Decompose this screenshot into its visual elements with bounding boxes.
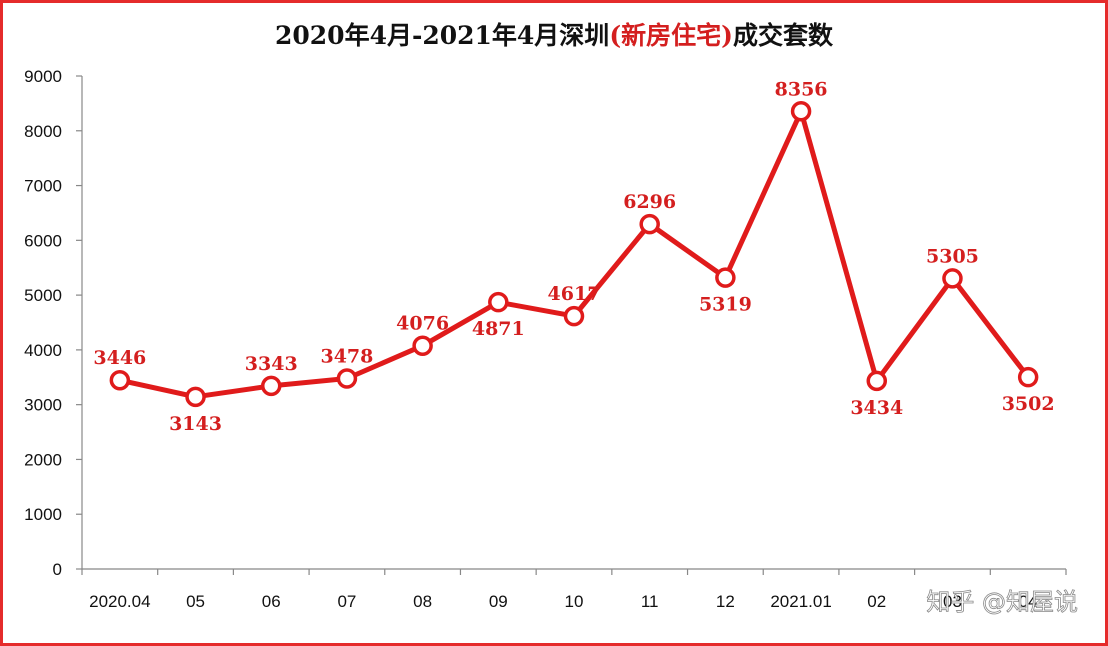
x-tick-label: 11 <box>641 592 659 611</box>
data-label: 3434 <box>850 397 903 419</box>
y-tick-label: 1000 <box>24 505 62 524</box>
chart-axes <box>76 75 1067 575</box>
chart-title-suffix: 成交套数 <box>732 21 833 50</box>
x-tick-label: 09 <box>489 592 508 611</box>
data-label: 3446 <box>93 347 146 369</box>
x-tick-label: 02 <box>867 592 886 611</box>
series-line-group <box>109 101 1039 408</box>
x-tick-label: 10 <box>565 592 584 611</box>
x-tick-label: 05 <box>186 592 205 611</box>
chart-title: 2020年4月-2021年4月深圳(新房住宅)成交套数 <box>0 16 1108 52</box>
data-point <box>866 370 888 392</box>
data-point <box>336 368 358 389</box>
data-label: 4871 <box>472 318 525 340</box>
data-point <box>109 369 131 391</box>
data-point <box>488 291 509 313</box>
x-tick-label: 08 <box>413 592 432 611</box>
data-point <box>639 213 660 235</box>
chart-title-prefix: 2020年4月-2021年4月深圳 <box>274 21 610 50</box>
data-point <box>715 267 736 288</box>
x-tick-label: 07 <box>337 592 356 611</box>
x-tick-label: 04 <box>1019 592 1038 611</box>
data-point <box>260 375 282 397</box>
data-point <box>185 386 206 408</box>
chart-title-highlight: (新房住宅) <box>609 21 733 50</box>
y-tick-label: 7000 <box>24 177 62 196</box>
data-point <box>790 101 812 122</box>
x-tick-label: 2020.04 <box>89 592 150 611</box>
data-labels: 3446 3143 3343 3478 4076 4871 4617 6296 5319 8356… <box>93 78 1054 435</box>
y-axis-tick-labels: 0 1000 2000 3000 4000 5000 6000 7000 8000 9000 <box>24 67 62 579</box>
y-tick-label: 4000 <box>24 341 62 360</box>
y-tick-label: 6000 <box>24 231 62 250</box>
x-axis-tick-labels: 2020.04 05 06 07 08 09 10 11 12 2021.01 02 03 04 <box>89 592 1037 611</box>
y-tick-label: 3000 <box>24 396 62 415</box>
data-label: 3143 <box>169 413 222 435</box>
y-tick-label: 0 <box>53 560 62 579</box>
data-point <box>942 268 963 289</box>
y-tick-label: 9000 <box>24 67 62 86</box>
x-tick-label: 03 <box>943 592 962 611</box>
data-label: 8356 <box>775 78 828 100</box>
y-tick-label: 8000 <box>24 122 62 141</box>
data-point <box>563 305 585 327</box>
watermark: 知乎 @知屋说 <box>926 588 1078 616</box>
data-label: 5305 <box>926 245 979 267</box>
y-tick-label: 5000 <box>24 286 62 305</box>
x-tick-label: 06 <box>262 592 281 611</box>
data-label: 6296 <box>623 191 676 213</box>
data-label: 5319 <box>699 294 752 316</box>
data-label: 3502 <box>1002 393 1055 415</box>
data-label: 4617 <box>548 283 601 305</box>
data-label: 3343 <box>245 353 298 375</box>
y-tick-label: 2000 <box>24 450 62 469</box>
x-tick-label: 12 <box>716 592 735 611</box>
data-label: 3478 <box>320 345 373 367</box>
x-tick-label: 2021.01 <box>770 592 831 611</box>
data-label: 4076 <box>396 313 449 335</box>
data-point <box>1017 366 1039 388</box>
data-point <box>412 335 433 356</box>
